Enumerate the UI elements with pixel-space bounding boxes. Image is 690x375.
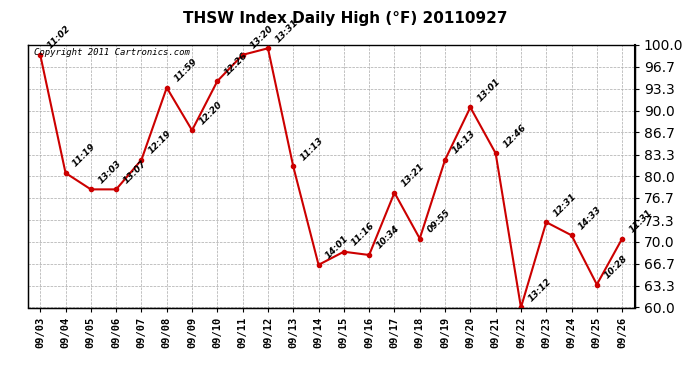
Text: 12:20: 12:20: [197, 99, 224, 126]
Text: 11:02: 11:02: [46, 24, 72, 51]
Text: 12:46: 12:46: [501, 123, 528, 149]
Text: Copyright 2011 Cartronics.com: Copyright 2011 Cartronics.com: [34, 48, 190, 57]
Text: 13:03: 13:03: [97, 159, 123, 185]
Text: 14:13: 14:13: [451, 129, 477, 156]
Text: 13:12: 13:12: [526, 277, 553, 303]
Text: 13:21: 13:21: [400, 162, 426, 189]
Text: 11:19: 11:19: [71, 142, 98, 169]
Text: 11:13: 11:13: [299, 136, 326, 162]
Text: 13:20: 13:20: [248, 24, 275, 51]
Text: 13:31: 13:31: [273, 18, 300, 44]
Text: 11:59: 11:59: [172, 57, 199, 84]
Text: 13:07: 13:07: [121, 159, 148, 185]
Text: 10:34: 10:34: [375, 224, 402, 251]
Text: 11:31: 11:31: [628, 208, 654, 234]
Text: 11:16: 11:16: [349, 221, 376, 248]
Text: 10:28: 10:28: [602, 254, 629, 280]
Text: 12:26: 12:26: [223, 50, 250, 77]
Text: THSW Index Daily High (°F) 20110927: THSW Index Daily High (°F) 20110927: [183, 11, 507, 26]
Text: 13:01: 13:01: [476, 76, 502, 103]
Text: 12:31: 12:31: [552, 191, 578, 218]
Text: 09:55: 09:55: [425, 208, 452, 234]
Text: 14:01: 14:01: [324, 234, 351, 261]
Text: 14:33: 14:33: [577, 204, 604, 231]
Text: 12:19: 12:19: [147, 129, 174, 156]
